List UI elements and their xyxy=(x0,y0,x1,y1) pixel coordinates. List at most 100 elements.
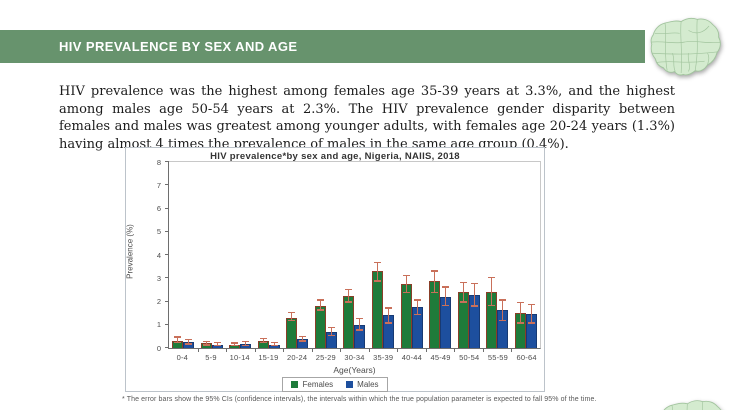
error-bar-females-15-19 xyxy=(258,337,269,344)
error-bar-females-5-9 xyxy=(201,341,212,346)
y-tick-mark xyxy=(165,323,169,325)
error-bar-males-0-4 xyxy=(183,338,194,345)
bar-group-45-49 xyxy=(426,162,455,348)
bar-group-55-59 xyxy=(483,162,512,348)
error-bar-males-55-59 xyxy=(497,299,508,322)
bar-group-60-64 xyxy=(511,162,540,348)
y-tick-mark xyxy=(165,184,169,186)
error-bar-males-15-19 xyxy=(269,341,280,347)
error-bar-males-5-9 xyxy=(212,341,223,347)
y-tick-mark xyxy=(165,230,169,232)
males-swatch-icon xyxy=(346,381,354,388)
x-tick-mark xyxy=(425,348,427,352)
chart-title: HIV prevalence*by sex and age, Nigeria, … xyxy=(210,151,460,162)
bar-group-5-9 xyxy=(198,162,227,348)
bar-females-20-24 xyxy=(286,317,298,348)
error-bar-females-35-39 xyxy=(372,262,383,282)
error-bar-females-30-34 xyxy=(343,288,354,303)
x-tick-label-15-19: 15-19 xyxy=(258,353,279,362)
x-tick-mark xyxy=(311,348,313,352)
error-bar-males-50-54 xyxy=(469,282,480,307)
chart-footnote: * The error bars show the 95% CIs (confi… xyxy=(122,396,597,403)
legend-label-females: Females xyxy=(302,380,334,389)
error-bar-females-60-64 xyxy=(515,301,526,324)
error-bar-females-10-14 xyxy=(229,342,240,347)
y-tick-mark xyxy=(165,300,169,302)
x-tick-label-0-4: 0-4 xyxy=(176,353,189,362)
females-swatch-icon xyxy=(291,381,299,388)
error-bar-females-20-24 xyxy=(286,311,297,322)
bar-females-25-29 xyxy=(314,306,326,348)
error-bar-males-35-39 xyxy=(383,307,394,324)
bar-group-30-34 xyxy=(340,162,369,348)
x-tick-label-45-49: 45-49 xyxy=(430,353,451,362)
y-tick-label: 2 xyxy=(156,296,161,306)
error-bar-males-45-49 xyxy=(440,286,451,307)
legend-item-males: Males xyxy=(346,380,379,389)
error-bar-females-45-49 xyxy=(429,270,440,294)
y-tick-label: 5 xyxy=(156,227,161,236)
bar-group-35-39 xyxy=(369,162,398,348)
x-tick-label-5-9: 5-9 xyxy=(205,353,217,362)
x-tick-mark xyxy=(226,348,228,352)
section-title: HIV PREVALENCE BY SEX AND AGE xyxy=(59,39,298,54)
x-tick-mark xyxy=(397,348,399,352)
x-tick-label-60-64: 60-64 xyxy=(516,353,537,362)
bar-females-40-44 xyxy=(400,284,412,348)
y-tick-label: 8 xyxy=(156,157,161,167)
intro-paragraph: HIV prevalence was the highest among fem… xyxy=(59,84,675,152)
chart-figure: HIV prevalence*by sex and age, Nigeria, … xyxy=(125,147,545,392)
y-tick-mark xyxy=(165,347,169,348)
y-tick-label: 0 xyxy=(156,343,161,353)
legend-box: Females Males xyxy=(282,377,388,392)
x-tick-mark xyxy=(254,348,256,352)
y-tick-mark xyxy=(165,207,169,209)
nigeria-map-icon xyxy=(650,17,721,76)
chart-legend: Females Males xyxy=(126,377,544,392)
error-bar-females-55-59 xyxy=(486,277,497,307)
nigeria-map-icon xyxy=(663,400,722,410)
x-tick-label-30-34: 30-34 xyxy=(344,353,365,362)
y-tick-mark xyxy=(165,277,169,279)
x-tick-mark xyxy=(283,348,285,352)
x-tick-mark xyxy=(340,348,342,352)
y-tick-label: 3 xyxy=(156,273,161,283)
bar-group-10-14 xyxy=(226,162,255,348)
x-tick-mark xyxy=(454,348,456,352)
bar-females-30-34 xyxy=(343,295,355,348)
error-bar-males-20-24 xyxy=(297,335,308,342)
bar-group-25-29 xyxy=(312,162,341,348)
bar-group-20-24 xyxy=(283,162,312,348)
y-tick-label: 6 xyxy=(156,203,161,213)
x-tick-label-25-29: 25-29 xyxy=(315,353,336,362)
bar-group-40-44 xyxy=(397,162,426,348)
x-axis-tick-labels: 0-4 5-9 10-14 15-19 20-24 25-29 30-34 35-39 40-4… xyxy=(168,353,541,363)
legend-label-males: Males xyxy=(357,380,379,389)
y-tick-label: 7 xyxy=(156,180,161,190)
y-tick-mark xyxy=(165,161,169,162)
y-tick-label: 4 xyxy=(156,250,161,260)
error-bar-males-30-34 xyxy=(354,317,365,331)
bar-group-0-4 xyxy=(169,162,198,348)
x-tick-label-55-59: 55-59 xyxy=(487,353,509,362)
section-header-band: HIV PREVALENCE BY SEX AND AGE xyxy=(0,30,645,63)
y-tick-label: 1 xyxy=(156,320,161,329)
y-tick-mark xyxy=(165,254,169,255)
x-tick-label-35-39: 35-39 xyxy=(373,353,394,362)
x-tick-mark xyxy=(482,348,484,352)
error-bar-females-25-29 xyxy=(315,299,326,311)
error-bar-males-40-44 xyxy=(412,299,423,316)
error-bar-females-40-44 xyxy=(401,274,412,294)
x-tick-mark xyxy=(368,348,370,352)
x-tick-mark xyxy=(511,348,513,352)
legend-item-females: Females xyxy=(291,380,333,389)
error-bar-females-0-4 xyxy=(172,336,183,344)
bar-group-50-54 xyxy=(454,162,483,348)
chart-plot-area: 0 1 2 3 4 5 6 7 8 xyxy=(157,158,541,352)
x-axis-label: Age(Years) xyxy=(333,365,376,375)
x-tick-label-20-24: 20-24 xyxy=(287,353,308,362)
x-tick-label-40-44: 40-44 xyxy=(401,353,422,362)
x-tick-label-10-14: 10-14 xyxy=(229,353,250,362)
error-bar-females-50-54 xyxy=(458,281,469,303)
